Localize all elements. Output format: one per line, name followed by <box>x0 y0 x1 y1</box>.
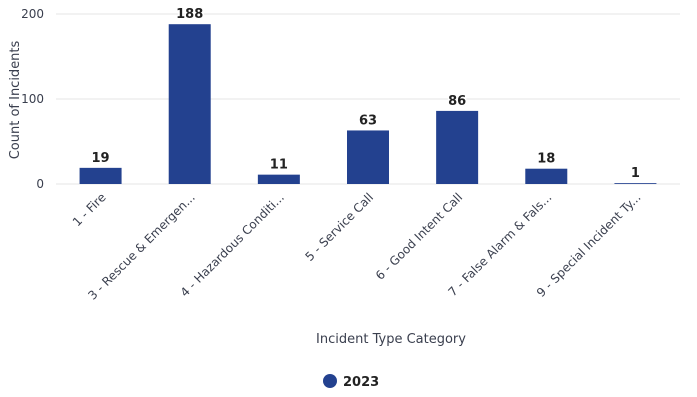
data-label: 63 <box>359 113 377 128</box>
x-tick-label: 1 - Fire <box>70 190 109 229</box>
bar[interactable] <box>168 24 211 185</box>
data-labels: 19 188 11 63 86 18 1 <box>90 6 641 183</box>
y-tick-label: 100 <box>21 92 44 106</box>
x-tick-label: 7 - False Alarm & Fals... <box>446 190 555 299</box>
x-axis-title: Incident Type Category <box>316 332 466 347</box>
bar[interactable] <box>257 174 300 184</box>
x-tick-label: 5 - Service Call <box>302 190 376 264</box>
x-tick-label: 4 - Hazardous Conditi... <box>178 190 287 299</box>
y-axis-title: Count of Incidents <box>8 40 23 159</box>
bar[interactable] <box>79 167 122 184</box>
y-tick-label: 200 <box>21 7 44 21</box>
legend[interactable]: 2023 <box>323 374 379 390</box>
legend-label: 2023 <box>343 375 379 390</box>
bars <box>79 24 657 185</box>
bar[interactable] <box>347 130 389 184</box>
bar[interactable] <box>436 110 479 184</box>
bar[interactable] <box>614 183 657 184</box>
data-label: 1 <box>631 166 640 181</box>
data-label: 188 <box>176 7 203 22</box>
data-label: 11 <box>270 158 288 173</box>
y-axis-ticks: 0 100 200 <box>21 7 44 191</box>
data-label: 19 <box>92 151 110 166</box>
x-tick-label: 6 - Good Intent Call <box>373 190 465 282</box>
x-tick-label: 9 - Special Incident Ty... <box>534 190 644 300</box>
data-label: 86 <box>448 94 466 109</box>
y-tick-label: 0 <box>36 177 44 191</box>
data-label: 18 <box>537 152 555 167</box>
legend-marker <box>323 374 337 388</box>
bar[interactable] <box>525 168 568 184</box>
